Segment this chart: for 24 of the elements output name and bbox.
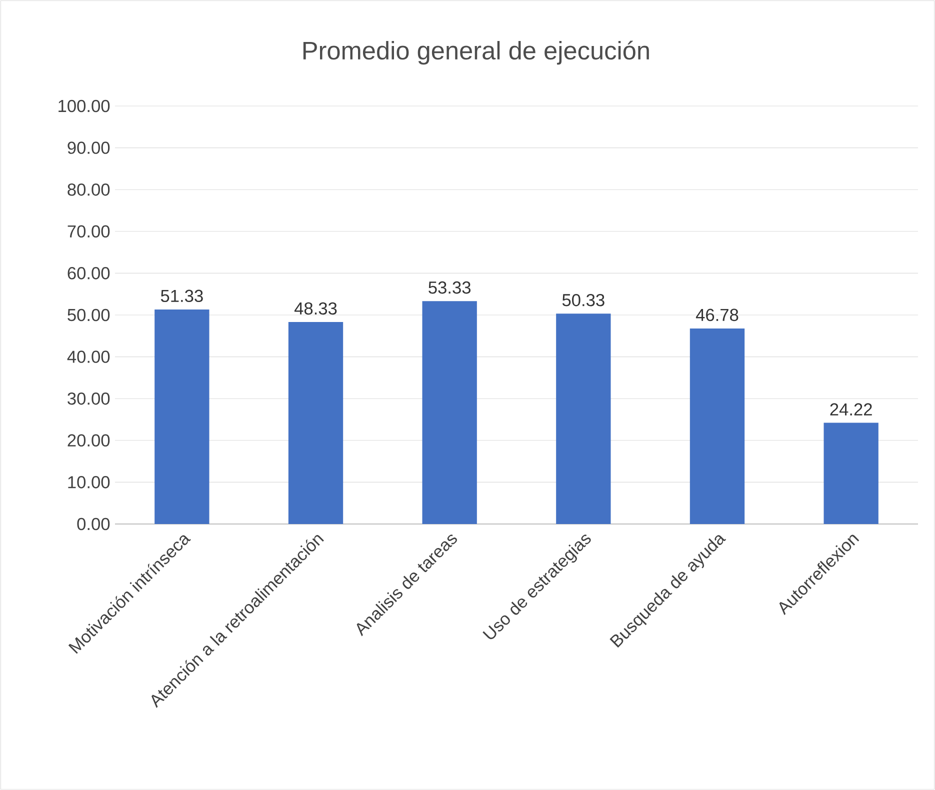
y-tick-label: 50.00 xyxy=(68,308,110,322)
y-tick-label: 70.00 xyxy=(68,225,110,238)
y-tick-label: 90.00 xyxy=(68,142,110,154)
y-tick-label: 100.00 xyxy=(58,100,110,112)
bar xyxy=(422,301,477,524)
data-label: 50.33 xyxy=(562,294,604,306)
data-label: 24.22 xyxy=(830,403,872,416)
y-tick-label: 30.00 xyxy=(68,392,110,405)
bar xyxy=(690,328,745,524)
y-tick-label: 60.00 xyxy=(68,267,110,280)
y-tick-label: 20.00 xyxy=(68,434,110,447)
bar xyxy=(288,322,344,524)
y-tick-label: 80.00 xyxy=(68,183,110,196)
data-label: 53.33 xyxy=(428,281,471,294)
bar xyxy=(556,314,611,524)
data-label: 48.33 xyxy=(294,302,337,315)
chart-title: Promedio general de ejecución xyxy=(303,40,649,65)
y-tick-label: 10.00 xyxy=(68,476,110,488)
y-tick-label: 40.00 xyxy=(67,350,110,363)
data-label: 51.33 xyxy=(160,290,203,302)
y-tick-label: 0.00 xyxy=(77,518,110,530)
bar xyxy=(824,422,878,524)
bar xyxy=(154,309,210,524)
data-label: 46.78 xyxy=(696,308,738,322)
